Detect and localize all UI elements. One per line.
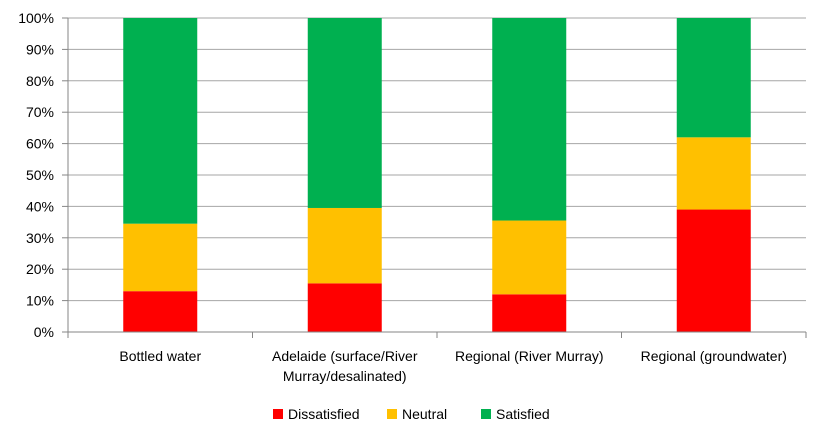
x-category-label: Regional (groundwater) [641, 348, 787, 364]
bar-neutral-4 [676, 137, 751, 210]
x-category-label-line: Bottled water [119, 348, 201, 364]
x-category-label: Adelaide (surface/River Murray/desalinate… [272, 348, 418, 384]
bar-neutral-3 [492, 220, 567, 295]
bar-satisfied-4 [676, 18, 751, 138]
bar-neutral-1 [123, 223, 198, 292]
bar-satisfied-1 [123, 18, 198, 224]
y-tick-label: 80% [26, 73, 54, 89]
y-axis-tick-labels: 0% 10% 20% 30% 40% 50% 60% 70% 80% 90% 100% [18, 10, 54, 340]
y-tick-label: 30% [26, 230, 54, 246]
x-category-label: Bottled water [119, 348, 201, 364]
y-tick-label: 70% [26, 104, 54, 120]
legend-swatch-satisfied [481, 409, 491, 419]
legend-swatch-neutral [387, 409, 397, 419]
bar-dissatisfied-2 [307, 283, 382, 332]
x-category-label-line: Murray/desalinated) [283, 368, 407, 384]
axes [62, 17, 807, 338]
y-tick-label: 40% [26, 198, 54, 214]
bar-dissatisfied-1 [123, 291, 198, 332]
legend-swatch-dissatisfied [273, 409, 283, 419]
bar-satisfied-2 [307, 18, 382, 208]
legend: Dissatisfied Neutral Satisfied [273, 406, 550, 422]
bars [123, 18, 751, 332]
y-tick-label: 60% [26, 136, 54, 152]
x-category-label-line: Adelaide (surface/River [272, 348, 418, 364]
y-tick-label: 100% [18, 10, 54, 26]
x-category-label-line: Regional (groundwater) [641, 348, 787, 364]
bar-satisfied-3 [492, 18, 567, 221]
y-tick-label: 90% [26, 41, 54, 57]
bar-dissatisfied-3 [492, 294, 567, 332]
legend-label-dissatisfied: Dissatisfied [288, 406, 360, 422]
x-axis-category-labels: Bottled water Adelaide (surface/River Murr… [119, 348, 787, 384]
y-tick-label: 10% [26, 293, 54, 309]
x-category-label: Regional (River Murray) [455, 348, 604, 364]
y-tick-label: 20% [26, 261, 54, 277]
bar-neutral-2 [307, 207, 382, 284]
y-tick-label: 50% [26, 167, 54, 183]
y-tick-label: 0% [34, 324, 54, 340]
bar-dissatisfied-4 [676, 209, 751, 332]
x-category-label-line: Regional (River Murray) [455, 348, 604, 364]
legend-label-neutral: Neutral [402, 406, 447, 422]
legend-label-satisfied: Satisfied [496, 406, 550, 422]
